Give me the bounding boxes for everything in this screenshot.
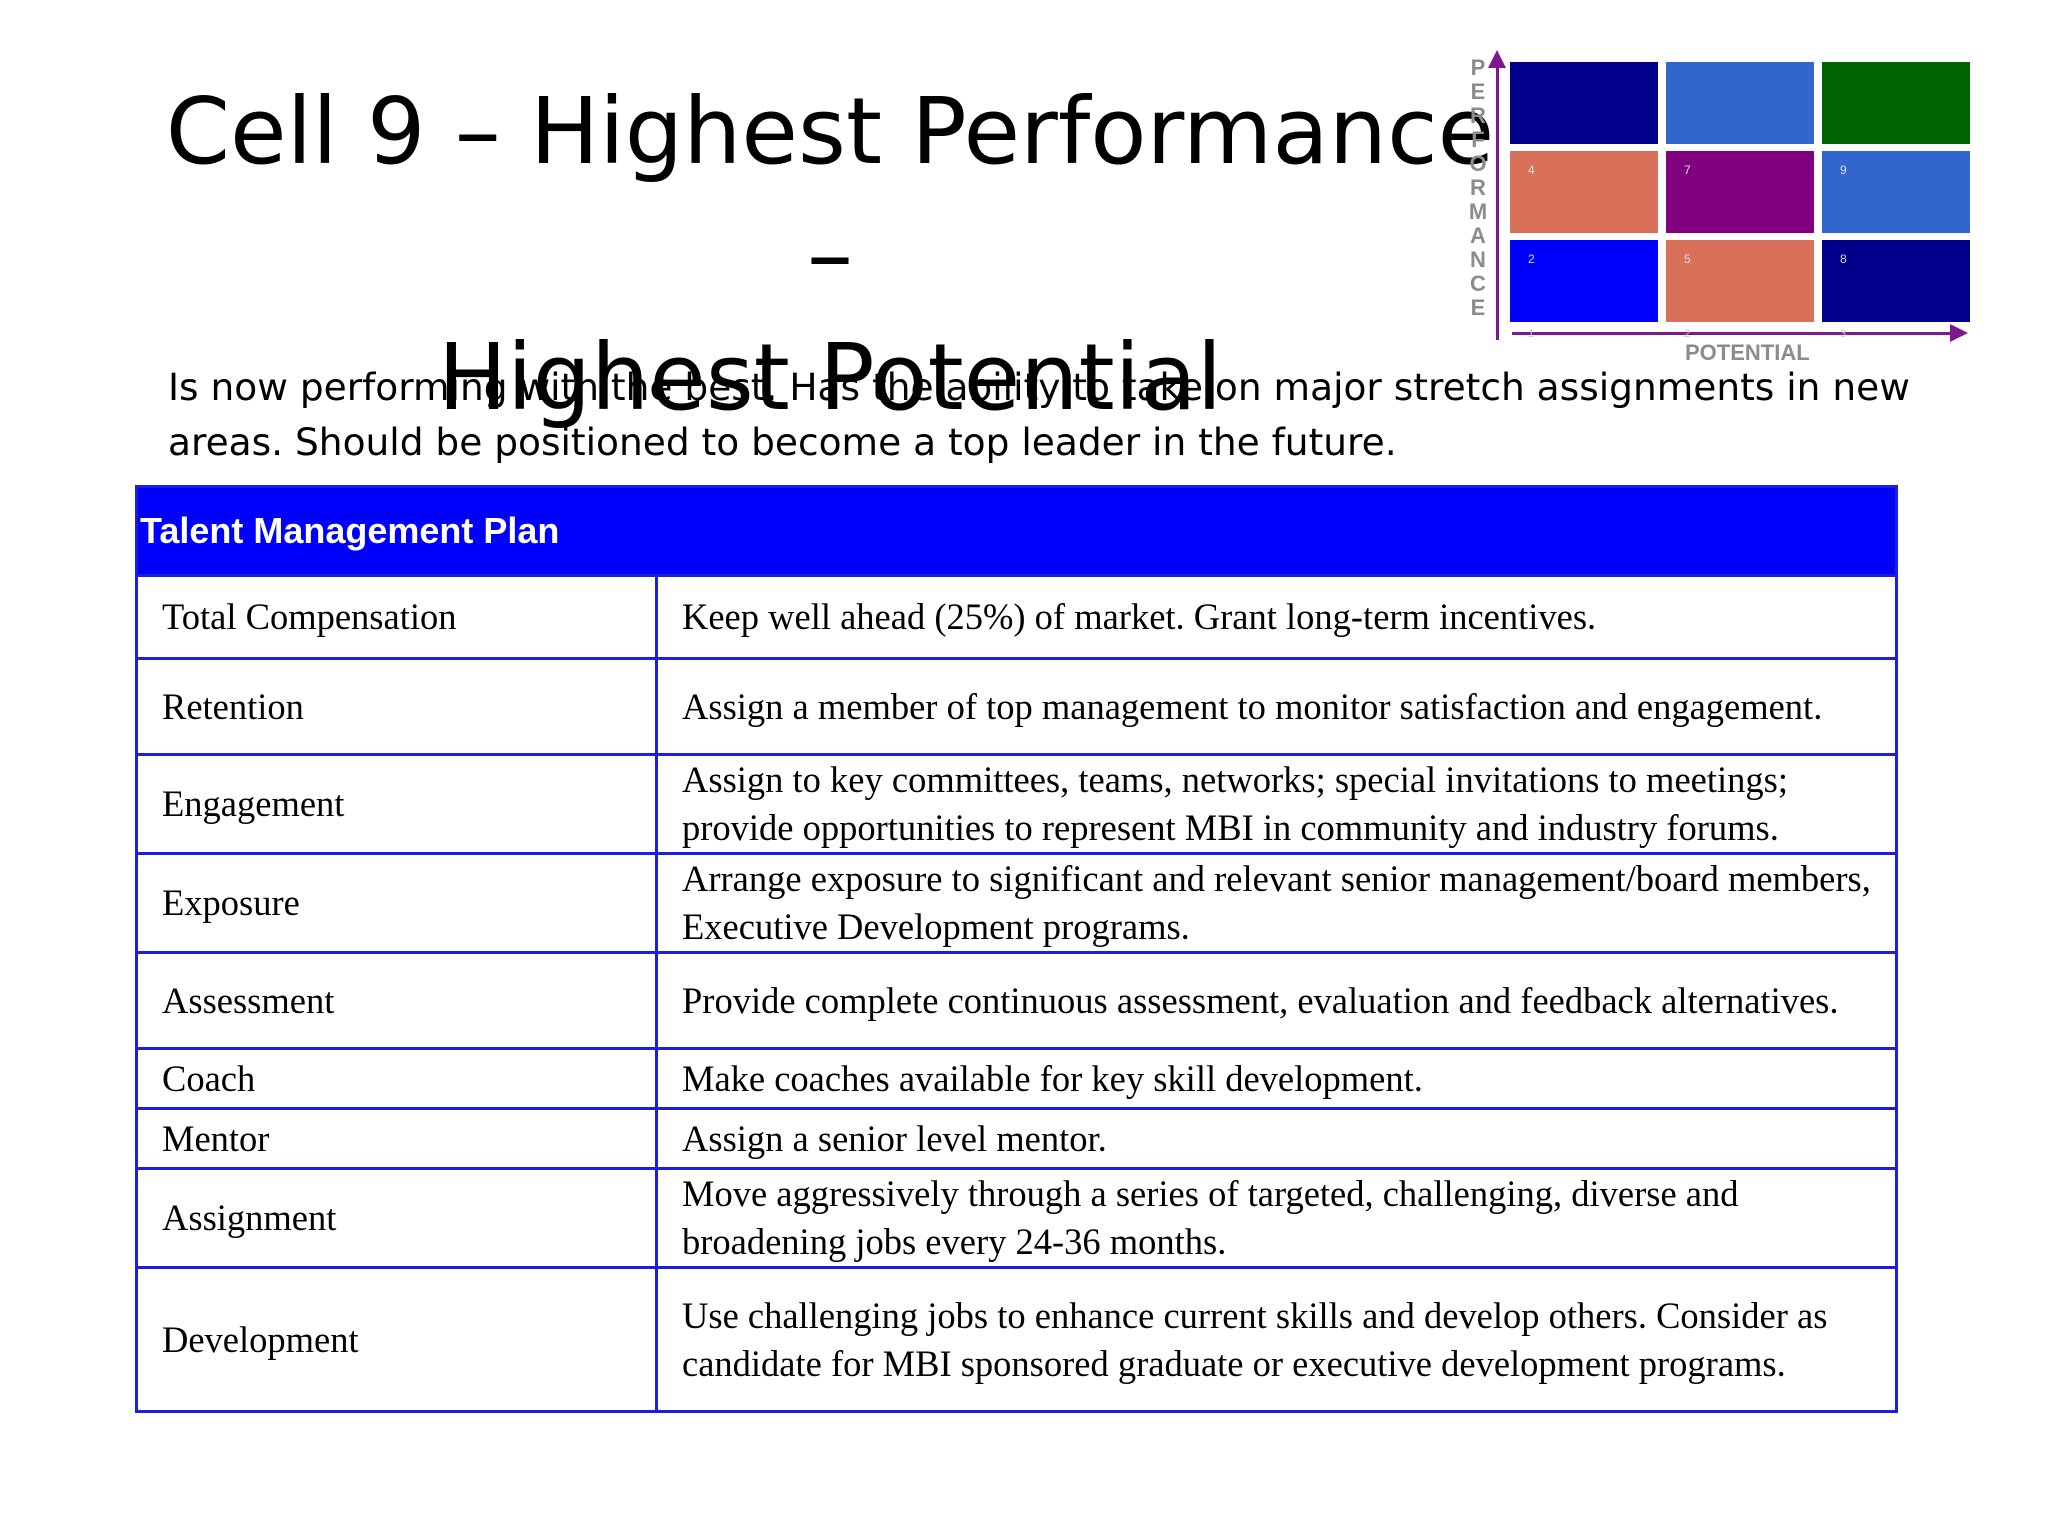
performance-axis-label: P E R F O R M A N C E: [1460, 56, 1496, 320]
cell-number: 8: [1840, 252, 1847, 266]
grid-cell: 7: [1666, 151, 1814, 233]
nine-box-grid: P E R F O R M A N C E 4 7 9 2 5 8 1 2 3 …: [1460, 50, 1980, 370]
row-value: Assign to key committees, teams, network…: [655, 753, 1898, 855]
y-axis-arrow-icon: [1488, 50, 1506, 68]
row-label: Total Compensation: [135, 574, 658, 660]
perf-letter: C: [1470, 271, 1486, 296]
x-tick-label: 1: [1528, 328, 1535, 340]
cell-number: 4: [1528, 163, 1535, 177]
row-label: Retention: [135, 657, 658, 756]
perf-letter: R: [1470, 175, 1486, 200]
perf-letter: O: [1469, 151, 1487, 176]
table-row: Retention Assign a member of top managem…: [135, 657, 1898, 756]
table-row: Development Use challenging jobs to enha…: [135, 1266, 1898, 1413]
potential-axis-label: POTENTIAL: [1685, 340, 1810, 365]
grid-cell: 5: [1666, 240, 1814, 322]
title-line-1: Cell 9 – Highest Performance –: [165, 78, 1495, 308]
perf-letter: A: [1470, 223, 1486, 248]
cell-description: Is now performing with the best. Has the…: [168, 365, 1910, 464]
cell-number: 7: [1684, 163, 1691, 177]
table-header-row: Talent Management Plan: [135, 485, 1898, 577]
row-label: Assessment: [135, 951, 658, 1050]
row-value: Use challenging jobs to enhance current …: [655, 1266, 1898, 1413]
grid-cell: [1666, 62, 1814, 144]
row-value: Arrange exposure to significant and rele…: [655, 852, 1898, 954]
perf-letter: M: [1468, 199, 1488, 224]
row-label: Engagement: [135, 753, 658, 855]
perf-letter: E: [1470, 295, 1486, 320]
table-header: Talent Management Plan: [135, 485, 1898, 577]
x-axis-arrow-icon: [1950, 324, 1968, 342]
row-label: Exposure: [135, 852, 658, 954]
row-label: Coach: [135, 1047, 658, 1110]
row-label: Development: [135, 1266, 658, 1413]
cell-number: 5: [1684, 252, 1691, 266]
talent-management-plan-table: Talent Management Plan Total Compensatio…: [135, 485, 1898, 1413]
grid-cell: 8: [1822, 240, 1970, 322]
table-row: Engagement Assign to key committees, tea…: [135, 753, 1898, 855]
grid-cell: 9: [1822, 151, 1970, 233]
table-row: Coach Make coaches available for key ski…: [135, 1047, 1898, 1110]
perf-letter: P: [1470, 55, 1486, 80]
grid-cell: 4: [1510, 151, 1658, 233]
row-value: Assign a senior level mentor.: [655, 1107, 1898, 1170]
table-row: Assignment Move aggressively through a s…: [135, 1167, 1898, 1269]
row-value: Provide complete continuous assessment, …: [655, 951, 1898, 1050]
title-line-2: Highest Potential: [437, 324, 1223, 431]
perf-letter: F: [1471, 127, 1485, 152]
y-axis-line: [1496, 60, 1499, 340]
x-tick-label: 3: [1840, 328, 1847, 340]
table-header-label: Talent Management Plan: [140, 510, 560, 551]
perf-letter: E: [1470, 79, 1486, 104]
slide-title: Cell 9 – Highest Performance – Highest P…: [150, 70, 1510, 439]
perf-letter: N: [1470, 247, 1486, 272]
cell-number: 9: [1840, 163, 1847, 177]
row-value: Keep well ahead (25%) of market. Grant l…: [655, 574, 1898, 660]
row-value: Move aggressively through a series of ta…: [655, 1167, 1898, 1269]
x-axis-line: [1512, 332, 1952, 335]
row-value: Make coaches available for key skill dev…: [655, 1047, 1898, 1110]
row-value: Assign a member of top management to mon…: [655, 657, 1898, 756]
row-label: Assignment: [135, 1167, 658, 1269]
table-row: Mentor Assign a senior level mentor.: [135, 1107, 1898, 1170]
table-row: Exposure Arrange exposure to significant…: [135, 852, 1898, 954]
grid-cell: 2: [1510, 240, 1658, 322]
perf-letter: R: [1470, 103, 1486, 128]
cell-number: 2: [1528, 252, 1535, 266]
grid-cell: [1822, 62, 1970, 144]
table-row: Assessment Provide complete continuous a…: [135, 951, 1898, 1050]
x-tick-label: 2: [1684, 328, 1691, 340]
table-row: Total Compensation Keep well ahead (25%)…: [135, 574, 1898, 660]
row-label: Mentor: [135, 1107, 658, 1170]
grid-cell: [1510, 62, 1658, 144]
